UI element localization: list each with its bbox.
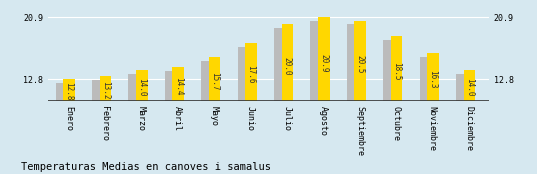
Bar [354, 21, 366, 101]
Bar [100, 76, 111, 101]
Bar [63, 80, 75, 101]
Bar [310, 21, 318, 101]
Bar [419, 57, 427, 101]
Bar [456, 74, 464, 101]
Bar [427, 53, 439, 101]
Text: Temperaturas Medias en canoves i samalus: Temperaturas Medias en canoves i samalus [21, 162, 272, 172]
Bar [92, 80, 100, 101]
Text: 17.6: 17.6 [246, 65, 256, 84]
Text: 13.2: 13.2 [101, 81, 110, 99]
Bar [245, 43, 257, 101]
Bar [318, 17, 330, 101]
Bar [274, 28, 282, 101]
Bar [391, 36, 402, 101]
Text: 16.3: 16.3 [429, 70, 438, 88]
Bar [201, 61, 209, 101]
Text: 20.9: 20.9 [320, 54, 328, 73]
Text: 20.5: 20.5 [355, 56, 365, 74]
Bar [56, 83, 63, 101]
Text: 14.4: 14.4 [174, 77, 183, 95]
Bar [165, 71, 173, 101]
Bar [136, 70, 148, 101]
Text: 18.5: 18.5 [392, 62, 401, 81]
Bar [347, 24, 355, 101]
Bar [383, 40, 391, 101]
Text: 14.0: 14.0 [465, 78, 474, 96]
Text: 20.0: 20.0 [283, 57, 292, 76]
Bar [463, 70, 475, 101]
Bar [209, 57, 221, 101]
Bar [128, 74, 136, 101]
Text: 14.0: 14.0 [137, 78, 147, 96]
Text: 15.7: 15.7 [210, 72, 219, 90]
Bar [172, 67, 184, 101]
Bar [237, 47, 245, 101]
Text: 12.8: 12.8 [64, 82, 74, 101]
Bar [281, 24, 293, 101]
